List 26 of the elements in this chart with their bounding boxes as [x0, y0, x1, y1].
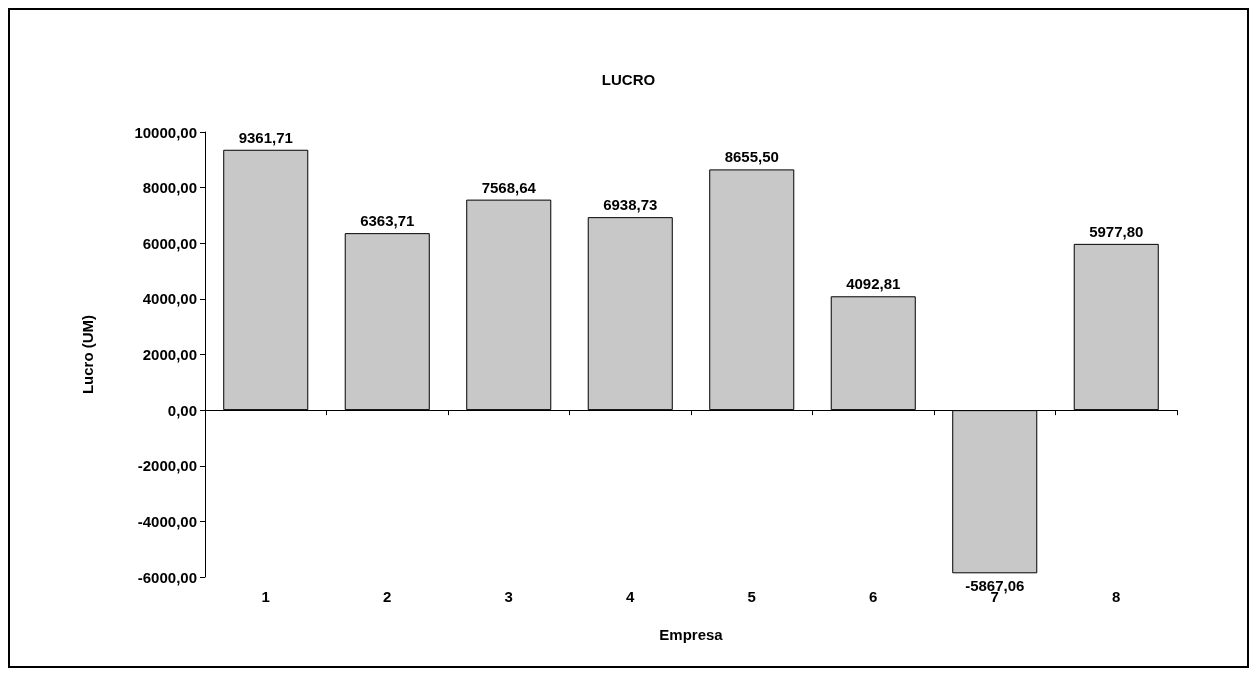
x-tick-label: 2 [383, 588, 392, 605]
x-axis-title: Empresa [659, 626, 724, 643]
data-label: 4092,81 [846, 275, 901, 293]
data-label: 6363,71 [360, 212, 415, 230]
x-tick-label: 5 [747, 588, 756, 605]
x-tick-label: 1 [261, 588, 270, 605]
y-tick-label: 8000,00 [142, 179, 197, 197]
x-tick-label: 6 [869, 588, 878, 605]
data-label: 7568,64 [481, 178, 537, 196]
y-axis-title: Lucro (UM) [79, 314, 96, 395]
y-tick-label: 6000,00 [142, 234, 197, 252]
y-tick-label: -6000,00 [137, 568, 197, 586]
data-label: 5977,80 [1089, 222, 1144, 240]
data-label: 6938,73 [603, 196, 658, 214]
x-tick-label: 3 [504, 588, 513, 605]
y-tick-label: 4000,00 [142, 290, 197, 308]
y-tick-label: -4000,00 [137, 512, 197, 530]
data-label: 9361,71 [238, 128, 293, 146]
x-tick-label: 8 [1112, 588, 1121, 605]
y-tick-label: -2000,00 [137, 457, 197, 475]
y-tick-label: 0,00 [167, 401, 197, 419]
y-tick-label: 2000,00 [142, 346, 197, 363]
chart-title: LUCRO [601, 71, 656, 88]
y-tick-label: 10000,00 [134, 123, 197, 141]
x-tick-label: 4 [626, 588, 636, 605]
data-label: 8655,50 [724, 148, 779, 166]
